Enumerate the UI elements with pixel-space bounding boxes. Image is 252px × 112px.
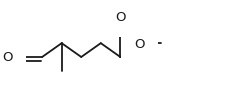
Text: O: O	[134, 37, 145, 50]
Text: O: O	[115, 11, 125, 24]
Text: O: O	[2, 51, 13, 64]
